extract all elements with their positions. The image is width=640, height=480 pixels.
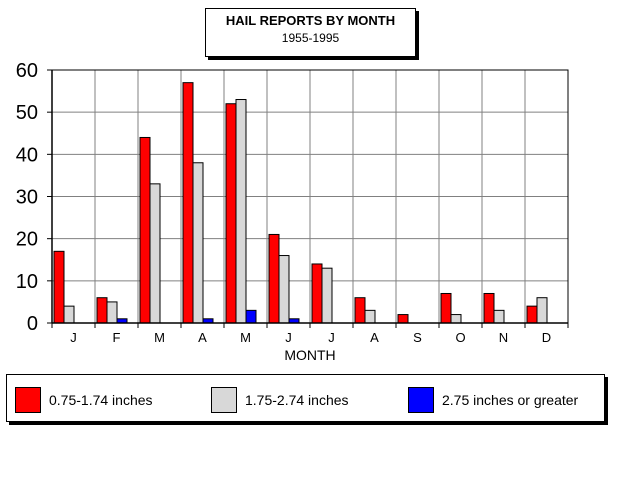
x-tick-label: M	[240, 330, 251, 345]
bar	[192, 162, 204, 324]
x-tick-label: J	[285, 330, 292, 345]
x-axis-label: MONTH	[284, 347, 335, 363]
legend: 0.75-1.74 inches 1.75-2.74 inches 2.75 i…	[6, 374, 605, 422]
legend-item-0: 0.75-1.74 inches	[15, 387, 153, 413]
chart-subtitle: 1955-1995	[281, 31, 340, 45]
bar	[440, 292, 452, 324]
bar	[235, 99, 247, 324]
legend-item-2: 2.75 inches or greater	[408, 387, 578, 413]
legend-label-0: 0.75-1.74 inches	[49, 392, 153, 408]
legend-item-1: 1.75-2.74 inches	[211, 387, 349, 413]
bar	[139, 136, 151, 324]
legend-label-2: 2.75 inches or greater	[442, 392, 579, 408]
bar	[536, 297, 548, 324]
x-tick-label: J	[328, 330, 335, 345]
bar	[149, 183, 161, 324]
x-tick-label: F	[113, 330, 121, 345]
bar-chart: 0 10 20 30 40 50 60 J F M A M J J A S O N D MONTH	[16, 60, 569, 363]
y-tick-label: 60	[16, 60, 38, 82]
y-tick-label: 10	[16, 271, 38, 293]
bar	[493, 309, 505, 324]
legend-swatch-1	[211, 387, 237, 413]
bar	[53, 250, 65, 324]
bar	[182, 82, 194, 324]
bar	[364, 309, 376, 324]
x-tick-label: J	[70, 330, 77, 345]
bar	[397, 314, 409, 324]
x-tick-label: A	[198, 330, 207, 345]
x-tick-label: A	[370, 330, 379, 345]
y-tick-label: 30	[16, 187, 38, 209]
legend-swatch-2	[408, 387, 434, 413]
y-tick-label: 0	[27, 313, 38, 335]
bar	[63, 305, 75, 324]
bar	[278, 255, 290, 324]
legend-swatch-0	[15, 387, 41, 413]
x-tick-label: S	[413, 330, 422, 345]
bar	[321, 267, 333, 324]
x-tick-label: O	[455, 330, 465, 345]
bar	[245, 309, 257, 324]
chart-title: HAIL REPORTS BY MONTH	[225, 13, 396, 28]
y-tick-label: 40	[16, 144, 38, 166]
bar	[526, 305, 538, 324]
x-tick-label: N	[499, 330, 508, 345]
bar	[483, 292, 495, 324]
bar	[311, 263, 323, 324]
bar	[106, 301, 118, 324]
bar	[450, 314, 462, 324]
bar	[268, 233, 280, 324]
x-tick-label: M	[154, 330, 165, 345]
bar	[354, 297, 366, 324]
chart-title-box: HAIL REPORTS BY MONTH 1955-1995	[205, 8, 416, 57]
y-tick-label: 50	[16, 102, 38, 124]
bar	[96, 297, 108, 324]
x-tick-label: D	[542, 330, 551, 345]
y-tick-label: 20	[16, 229, 38, 251]
bar	[225, 103, 237, 324]
legend-label-1: 1.75-2.74 inches	[245, 392, 349, 408]
